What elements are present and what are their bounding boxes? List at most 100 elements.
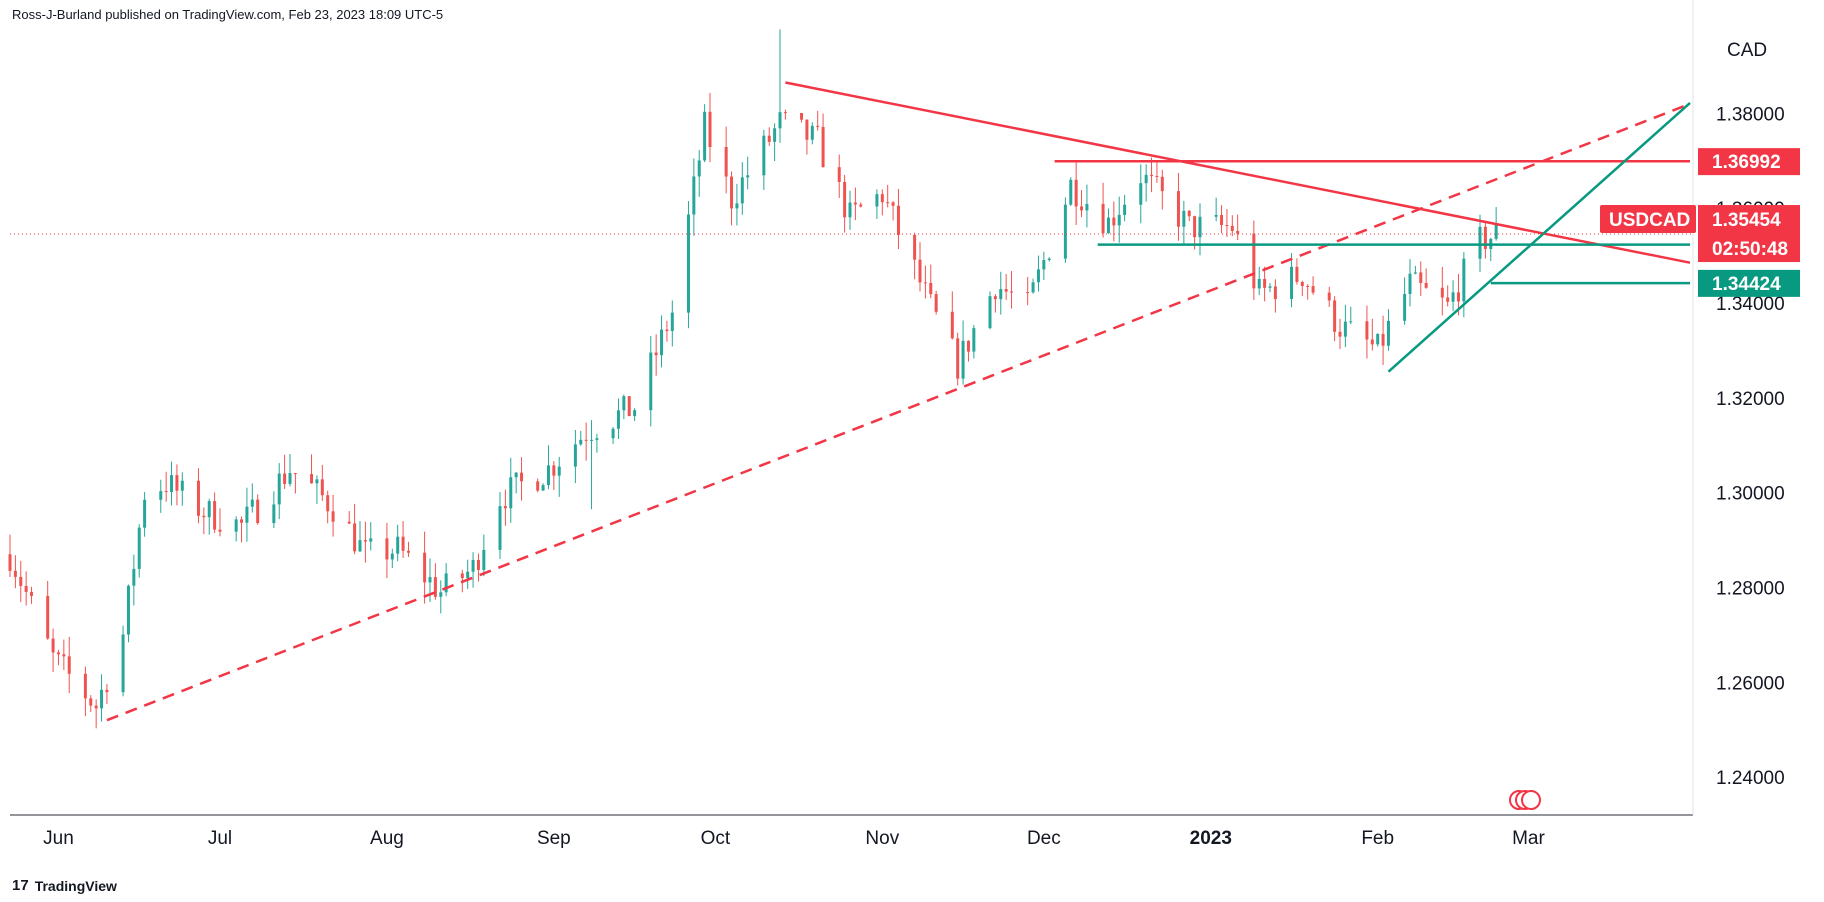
candle-body	[552, 465, 556, 476]
candle-body	[1365, 321, 1369, 340]
candle-body	[595, 438, 599, 440]
candle-body	[1386, 320, 1390, 346]
candle-body	[875, 194, 879, 207]
candle-body	[1182, 210, 1186, 227]
candle-body	[1150, 174, 1154, 176]
candle-body	[121, 634, 125, 693]
candle-body	[918, 259, 922, 283]
x-tick-label: Oct	[701, 828, 731, 849]
y-tick-label: 1.24000	[1716, 768, 1785, 789]
candle-body	[1198, 216, 1202, 238]
candle-body	[428, 577, 432, 583]
candle-body	[288, 473, 292, 484]
candle-body	[616, 410, 620, 429]
candle-body	[234, 519, 238, 532]
candle-body	[557, 466, 561, 476]
candle-body	[471, 559, 475, 572]
x-tick-label: Mar	[1512, 828, 1545, 849]
candle-body	[100, 689, 104, 709]
candle-body	[1042, 260, 1046, 270]
candle-body	[1069, 179, 1073, 205]
candle-body	[1036, 269, 1040, 283]
candle-body	[24, 585, 28, 592]
candle-body	[363, 540, 367, 542]
candle-body	[202, 515, 206, 518]
y-tick-label: 1.34000	[1716, 294, 1785, 315]
candle-body	[972, 328, 976, 352]
candle-body	[1252, 233, 1256, 289]
candle-body	[1144, 174, 1148, 184]
candle-body	[1333, 300, 1337, 332]
candle-body	[509, 477, 513, 509]
candle-body	[423, 552, 427, 583]
candle-body	[1236, 230, 1240, 234]
economic-event-flag-icon	[1521, 790, 1541, 810]
y-tick-label: 1.32000	[1716, 389, 1785, 410]
candle-body	[961, 340, 965, 379]
candle-body	[390, 553, 394, 560]
candle-body	[762, 135, 766, 176]
candle-body	[579, 439, 583, 445]
candle-body	[1112, 217, 1116, 226]
candle-body	[439, 592, 443, 597]
candle-body	[1063, 204, 1067, 259]
x-tick-label: Jun	[43, 828, 74, 849]
candle-body	[1106, 217, 1110, 234]
candle-body	[627, 396, 631, 417]
x-tick-label: Dec	[1027, 828, 1061, 849]
y-tick-label: 1.28000	[1716, 578, 1785, 599]
tradingview-logo-icon: 17	[12, 877, 29, 894]
candle-body	[1343, 321, 1347, 337]
candle-body	[913, 234, 917, 260]
candle-body	[740, 177, 744, 204]
candle-body	[347, 521, 351, 524]
candle-body	[170, 475, 174, 492]
candle-body	[94, 705, 98, 709]
candle-body	[1004, 289, 1008, 292]
candle-body	[708, 111, 712, 148]
rising-trendline-line	[1387, 101, 1691, 373]
candle-body	[1349, 321, 1353, 323]
candle-body	[218, 529, 222, 532]
x-tick-label: Sep	[537, 828, 571, 849]
candle-body	[1085, 203, 1089, 211]
candle-body	[1101, 203, 1105, 234]
candle-body	[320, 479, 324, 496]
price-label-box	[1698, 269, 1800, 297]
candle-body	[132, 568, 136, 586]
candle-body	[1327, 292, 1331, 301]
x-tick-label: Jul	[208, 828, 232, 849]
x-tick-label: 2023	[1190, 828, 1232, 849]
candle-body	[848, 202, 852, 218]
candle-body	[611, 428, 615, 439]
price-label-box	[1698, 148, 1800, 176]
candle-body	[665, 329, 669, 332]
candle-body	[326, 495, 330, 512]
candle-body	[1478, 226, 1482, 259]
candle-body	[934, 294, 938, 312]
candle-body	[126, 585, 130, 635]
candle-body	[783, 112, 787, 114]
candle-body	[353, 523, 357, 552]
candle-body	[1160, 176, 1164, 192]
candle-body	[816, 125, 820, 127]
candle-body	[444, 573, 448, 593]
symbol-label: USDCAD	[1609, 210, 1690, 231]
candle-body	[51, 638, 55, 653]
candle-body	[1080, 206, 1084, 211]
candle-body	[1300, 281, 1304, 286]
candle-body	[896, 205, 900, 235]
candle-body	[315, 479, 319, 484]
candle-body	[730, 176, 734, 209]
candle-body	[13, 570, 17, 577]
candle-body	[1047, 258, 1051, 261]
candle-body	[1295, 266, 1299, 282]
candle-body	[460, 573, 464, 579]
tradingview-brand[interactable]: 17 TradingView	[12, 877, 117, 894]
candle-body	[767, 135, 771, 142]
candle-body	[1456, 292, 1460, 302]
tradingview-name: TradingView	[34, 877, 117, 894]
candle-body	[778, 112, 782, 129]
candle-body	[1338, 331, 1342, 337]
